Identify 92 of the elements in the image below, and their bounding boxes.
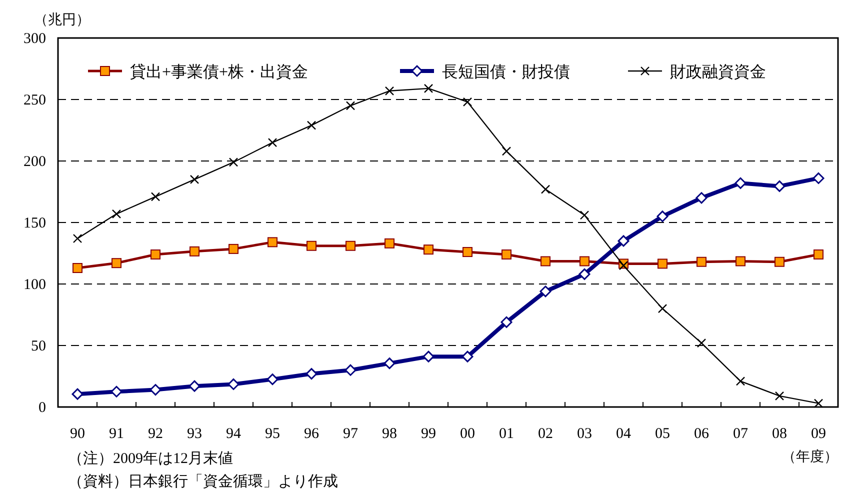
point	[500, 316, 512, 328]
point	[658, 304, 668, 314]
y-tick-label: 100	[24, 277, 46, 293]
legend-label: 財政融資資金	[670, 63, 766, 81]
y-tick-label: 150	[24, 216, 46, 232]
point	[814, 249, 824, 260]
point	[814, 398, 824, 408]
point	[228, 158, 238, 167]
point	[346, 240, 356, 251]
point	[502, 146, 512, 156]
point	[812, 172, 824, 184]
point	[190, 174, 200, 184]
point	[656, 210, 668, 222]
x-tick-label: 04	[616, 426, 632, 442]
x-tick-label: 96	[304, 426, 320, 442]
point	[696, 192, 708, 204]
x-tick-label: 93	[187, 426, 202, 442]
x-tick-label: 02	[538, 426, 553, 442]
point	[736, 256, 746, 266]
point	[422, 350, 434, 362]
point	[306, 368, 318, 380]
point	[384, 238, 394, 248]
point	[580, 256, 590, 266]
point	[228, 244, 238, 254]
point	[462, 350, 474, 362]
point	[696, 256, 706, 267]
y-tick-label: 200	[24, 154, 46, 170]
x-tick-label: 97	[343, 426, 358, 442]
point	[462, 247, 472, 258]
point	[384, 86, 394, 96]
point	[344, 364, 356, 376]
x-tick-label: 00	[460, 426, 475, 442]
point	[112, 258, 122, 268]
point	[580, 210, 590, 220]
point	[540, 256, 550, 266]
x-tick-label: 92	[148, 426, 163, 442]
x-tick-label: 99	[421, 426, 436, 442]
point	[112, 209, 122, 218]
y-axis-title: （兆円）	[34, 12, 90, 28]
x-tick-label: 09	[811, 426, 826, 442]
y-tick-label: 300	[24, 31, 46, 47]
y-tick-label: 250	[24, 92, 46, 108]
point	[228, 378, 240, 390]
point	[774, 180, 786, 192]
x-tick-label: 95	[265, 426, 280, 442]
point	[658, 258, 668, 269]
point	[736, 376, 746, 386]
point	[734, 177, 746, 189]
point	[306, 120, 316, 130]
x-tick-label: 91	[109, 426, 124, 442]
point	[150, 249, 160, 260]
point	[578, 268, 590, 280]
x-axis-title: （年度）	[782, 449, 838, 465]
legend-label: 長短国債・財投債	[442, 64, 570, 81]
point	[72, 263, 82, 274]
x-tick-label: 07	[733, 426, 748, 442]
text: （注）2009年は12月末値	[68, 450, 233, 467]
point	[618, 235, 630, 247]
point	[266, 374, 278, 386]
point	[72, 388, 84, 400]
x-tick-label: 05	[655, 426, 670, 442]
point	[696, 338, 706, 348]
point	[268, 237, 278, 248]
point	[384, 358, 396, 370]
x-tick-label: 08	[772, 426, 787, 442]
point	[774, 256, 784, 267]
text: （資料）日本銀行「資金循環」より作成	[68, 473, 338, 490]
x-tick-label: 98	[382, 426, 397, 442]
point	[150, 384, 162, 396]
point	[462, 97, 472, 107]
point	[306, 240, 316, 251]
point	[540, 184, 550, 194]
x-tick-label: 94	[226, 426, 242, 442]
point	[774, 391, 784, 401]
point	[424, 244, 434, 255]
point	[346, 101, 356, 110]
legend-label: 貸出+事業債+株・出資金	[130, 63, 308, 81]
point	[268, 138, 278, 148]
point	[188, 380, 200, 392]
point	[150, 192, 160, 202]
x-tick-label: 03	[577, 426, 592, 442]
point	[190, 246, 200, 256]
point	[110, 386, 122, 398]
y-tick-label: 50	[31, 338, 46, 354]
x-tick-label: 06	[694, 426, 710, 442]
x-tick-label: 90	[70, 426, 85, 442]
point	[540, 286, 552, 298]
point	[502, 249, 512, 260]
y-tick-label: 0	[38, 400, 46, 416]
x-tick-label: 01	[499, 426, 514, 442]
point	[72, 234, 82, 244]
point	[424, 84, 434, 94]
